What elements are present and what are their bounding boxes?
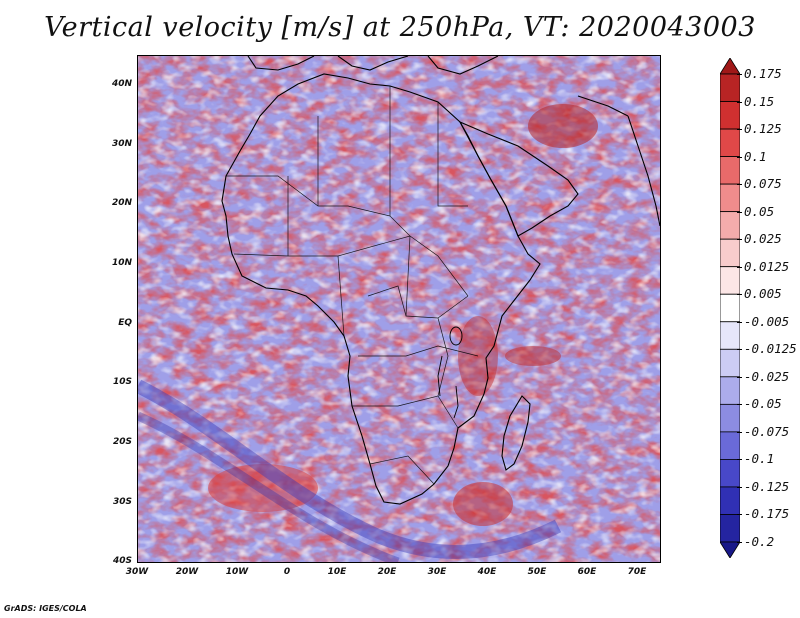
feature-mozambique-ascent <box>453 482 513 526</box>
lon-tick-label: 50E <box>527 567 547 577</box>
colorbar-label: 0.005 <box>744 286 782 302</box>
colorbar <box>720 58 740 558</box>
lat-tick-label: 20N <box>111 198 132 208</box>
colorbar-label: -0.05 <box>744 396 782 412</box>
colorbar-bin <box>720 514 740 543</box>
lat-tick-label: 20S <box>112 437 132 447</box>
lat-tick-label: 10S <box>112 377 132 387</box>
colorbar-tick <box>737 321 742 323</box>
colorbar-tick <box>737 156 742 158</box>
colorbar-tick <box>737 349 742 351</box>
colorbar-label: 0.05 <box>744 203 775 219</box>
colorbar-tick <box>737 431 742 433</box>
colorbar-bin <box>720 403 740 433</box>
lon-tick-label: 10W <box>225 567 249 577</box>
colorbar-label: -0.025 <box>744 368 790 384</box>
lon-tick-label: 30E <box>427 567 447 577</box>
lon-tick-label: 40E <box>477 567 497 577</box>
colorbar-bin <box>720 238 740 268</box>
colorbar-bin <box>720 486 740 515</box>
colorbar-tick <box>737 74 742 75</box>
colorbar-extend-top <box>720 58 740 75</box>
lat-tick-label: EQ <box>118 318 132 328</box>
colorbar-label: 0.175 <box>744 66 782 81</box>
colorbar-tick <box>737 129 742 131</box>
feature-indian-ocean-ascent <box>505 346 561 366</box>
country-borders <box>226 86 479 485</box>
lon-tick-label: 20E <box>377 567 397 577</box>
colorbar-label: 0.15 <box>744 93 775 109</box>
colorbar-tick <box>737 211 742 213</box>
colorbar-label: 0.075 <box>744 176 782 192</box>
lat-tick-label: 30N <box>111 139 132 149</box>
colorbar-tick <box>737 239 742 241</box>
colorbar-tick <box>737 514 742 516</box>
colorbar-bin <box>720 101 740 130</box>
colorbar-tick <box>737 486 742 488</box>
colorbar-bin <box>720 156 740 185</box>
colorbar-bin <box>720 376 740 405</box>
colorbar-bin <box>720 293 740 323</box>
colorbar-bin <box>720 321 740 350</box>
lon-tick-label: 0 <box>283 567 291 577</box>
colorbar-tick <box>737 184 742 186</box>
colorbar-tick <box>737 266 742 268</box>
colorbar-bin <box>720 266 740 295</box>
colorbar-bin <box>720 211 740 240</box>
colorbar-bin <box>720 183 740 213</box>
lon-tick-label: 30W <box>125 567 149 577</box>
lon-tick-label: 60E <box>577 567 597 577</box>
colorbar-bin <box>720 73 740 102</box>
colorbar-label: -0.2 <box>744 534 775 549</box>
colorbar-label: 0.025 <box>744 231 782 247</box>
lon-tick-label: 10E <box>327 567 347 577</box>
colorbar-tick <box>737 376 742 378</box>
colorbar-bin <box>720 128 740 157</box>
colorbar-label: -0.0125 <box>744 341 797 357</box>
map-plot-area <box>137 55 661 563</box>
colorbar-tick <box>737 294 742 296</box>
chart-title: Vertical velocity [m/s] at 250hPa, VT: 2… <box>44 12 756 43</box>
colorbar-label: 0.0125 <box>744 258 790 274</box>
footer-credit: GrADS: IGES/COLA <box>4 604 87 613</box>
lat-tick-label: 40N <box>111 79 132 89</box>
colorbar-label: -0.1 <box>744 451 775 467</box>
colorbar-label: 0.125 <box>744 121 782 137</box>
coastlines <box>221 56 660 505</box>
colorbar-extend-bottom <box>720 541 740 558</box>
feature-arabia-ascent <box>528 104 598 148</box>
colorbar-bin <box>720 348 740 378</box>
colorbar-label: -0.005 <box>744 313 790 329</box>
colorbar-label: -0.075 <box>744 423 790 439</box>
colorbar-label: -0.175 <box>744 506 790 522</box>
lon-tick-label: 70E <box>627 567 647 577</box>
lat-tick-label: 40S <box>112 556 132 566</box>
colorbar-tick <box>737 459 742 461</box>
colorbar-bin <box>720 431 740 460</box>
colorbar-tick <box>737 101 742 103</box>
colorbar-tick <box>737 404 742 406</box>
lon-tick-label: 20W <box>175 567 199 577</box>
colorbar-label: -0.125 <box>744 478 790 494</box>
feature-southern-jet-descent <box>138 379 562 560</box>
feature-south-atlantic-ascent <box>208 464 318 512</box>
colorbar-bin <box>720 459 740 488</box>
lat-tick-label: 30S <box>112 497 132 507</box>
lat-tick-label: 10N <box>111 258 132 268</box>
great-lakes <box>437 326 463 419</box>
colorbar-tick <box>737 542 742 543</box>
colorbar-label: 0.1 <box>744 148 767 164</box>
